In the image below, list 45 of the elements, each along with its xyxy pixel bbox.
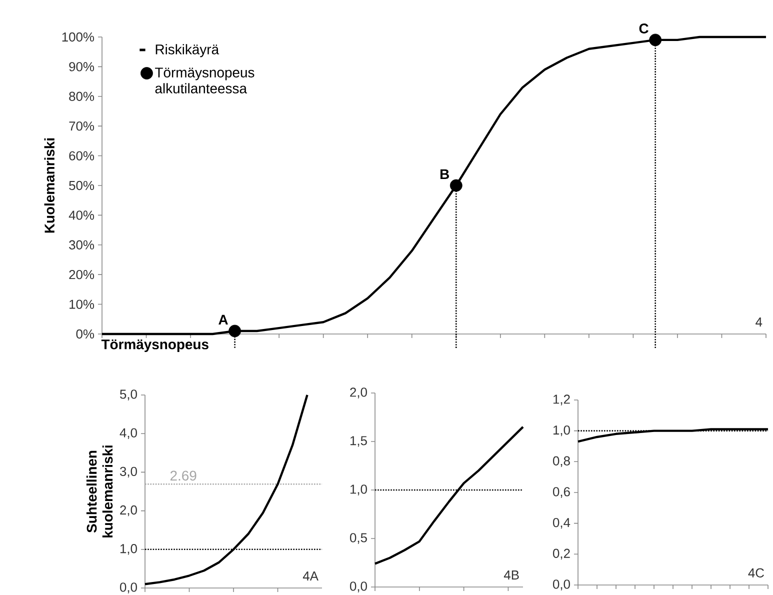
y-tick-label: 70% bbox=[69, 121, 94, 131]
y-tick-label: 80% bbox=[69, 92, 94, 101]
data-label: C bbox=[639, 24, 648, 34]
point bbox=[649, 34, 662, 46]
annotation: 4C bbox=[748, 568, 764, 578]
y-tick-label: 2,0 bbox=[350, 388, 367, 398]
annotation: 4A bbox=[302, 572, 318, 580]
y-tick-label: 1,5 bbox=[350, 436, 367, 447]
x-axis-title: Törmäysnopeus bbox=[101, 340, 208, 352]
point bbox=[450, 179, 462, 192]
y-tick-label: 3,0 bbox=[120, 466, 137, 478]
y-tick-label: 0,2 bbox=[552, 548, 570, 560]
y-tick-label: 0,0 bbox=[552, 580, 570, 590]
y-tick-label: 60% bbox=[69, 151, 94, 160]
y-tick-label: 0,0 bbox=[120, 582, 137, 594]
point bbox=[228, 324, 242, 338]
y-tick-label: 2,0 bbox=[120, 505, 137, 516]
y-axis-title: Suhteellinen kuolemanriski bbox=[86, 446, 113, 538]
y-tick-label: 0,6 bbox=[552, 487, 570, 498]
y-tick-label: 1,0 bbox=[553, 425, 570, 436]
y-tick-label: 90% bbox=[69, 62, 94, 72]
data-label: B bbox=[440, 169, 449, 179]
y-tick-label: 20% bbox=[69, 270, 94, 280]
y-tick-label: 4,0 bbox=[120, 428, 137, 439]
y-tick-label: 30% bbox=[69, 240, 94, 250]
annotation: 4 bbox=[756, 318, 762, 326]
y-tick-label: 1,2 bbox=[553, 394, 570, 406]
y-tick-label: 50% bbox=[69, 180, 94, 190]
y-tick-label: 0% bbox=[76, 329, 94, 339]
legend-label: Riskikäyrä bbox=[156, 44, 220, 58]
y-tick-label: 0,8 bbox=[552, 456, 570, 467]
y-tick-label: 0,0 bbox=[350, 582, 367, 592]
y-axis-title: Kuolemanriski bbox=[44, 138, 55, 233]
data-label: A bbox=[218, 314, 228, 324]
ref-line-label: 2.69 bbox=[170, 470, 196, 481]
y-tick-label: 10% bbox=[70, 300, 94, 309]
legend-label: Törmäysnopeus alkutilanteessa bbox=[155, 68, 254, 94]
y-tick-label: 40% bbox=[68, 210, 94, 220]
y-tick-label: 1,0 bbox=[120, 544, 137, 555]
y-tick-label: 0,5 bbox=[350, 533, 367, 544]
y-tick-label: 1,0 bbox=[350, 484, 367, 496]
y-tick-label: 100% bbox=[62, 32, 94, 42]
y-tick-label: 0,4 bbox=[552, 518, 570, 529]
annotation: 4B bbox=[504, 570, 519, 580]
y-tick-label: 5,0 bbox=[120, 390, 137, 400]
